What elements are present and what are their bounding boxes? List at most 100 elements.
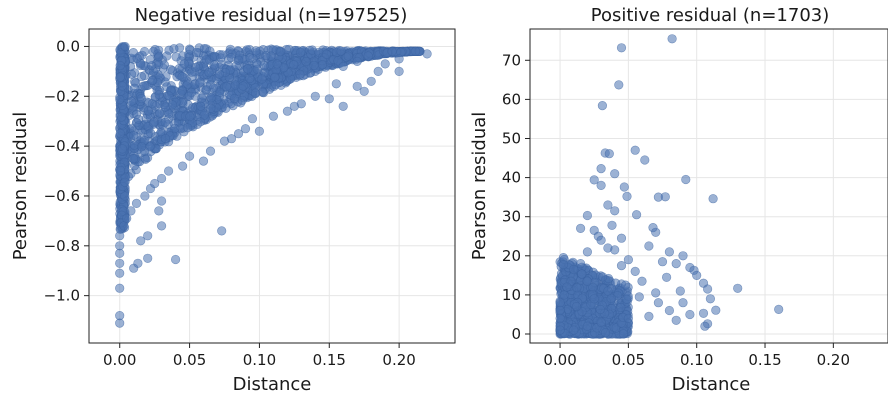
scatter-point	[115, 283, 125, 293]
scatter-point	[394, 66, 404, 76]
scatter-point	[571, 302, 582, 312]
x-axis-label: Distance	[233, 374, 312, 395]
x-tick-label: 0.00	[543, 351, 576, 369]
scatter-point	[120, 41, 130, 52]
scatter-point	[555, 298, 565, 308]
scatter-point	[569, 325, 579, 335]
x-tick-label: 0.10	[243, 351, 276, 369]
scatter-point	[582, 276, 592, 286]
scatter-point	[711, 305, 721, 315]
scatter-point	[623, 313, 634, 324]
scatter-point	[196, 101, 206, 111]
scatter-point	[582, 247, 593, 257]
scatter-point	[116, 112, 127, 122]
scatter-point	[209, 60, 219, 70]
scatter-point	[171, 254, 181, 265]
scatter-point	[204, 67, 214, 78]
scatter-point	[614, 80, 624, 90]
scatter-point	[603, 200, 613, 210]
scatter-point	[154, 90, 164, 100]
scatter-point	[637, 276, 647, 286]
scatter-point	[705, 294, 716, 304]
scatter-point	[221, 82, 232, 92]
scatter-point	[600, 328, 611, 338]
scatter-point	[205, 146, 216, 156]
scatter-point	[301, 56, 311, 67]
scatter-point	[169, 44, 179, 54]
scatter-point	[140, 81, 150, 91]
scatter-point	[150, 178, 160, 189]
plot-frame	[529, 28, 888, 344]
scatter-point	[558, 260, 569, 270]
scatter-point	[343, 51, 353, 61]
y-tick-label: 50	[502, 129, 521, 147]
scatter-point	[136, 236, 146, 246]
scatter-point	[700, 321, 710, 331]
scatter-point	[155, 108, 165, 118]
scatter-point	[616, 43, 627, 53]
panel-positive-residual: Positive residual (n=1703) 0.00 0.05 0.10 0…	[469, 5, 888, 395]
scatter-point	[733, 283, 743, 293]
scatter-point	[115, 72, 125, 82]
scatter-point	[137, 93, 147, 104]
scatter-point	[555, 305, 565, 316]
scatter-point	[154, 206, 164, 216]
scatter-point	[589, 294, 599, 304]
scatter-point	[197, 93, 207, 103]
scatter-point	[660, 192, 670, 202]
scatter-point	[661, 272, 672, 282]
scatter-point	[201, 85, 211, 95]
scatter-point	[708, 194, 718, 204]
scatter-point	[117, 144, 128, 154]
scatter-point	[582, 321, 593, 331]
scatter-point	[184, 91, 194, 101]
scatter-point	[143, 106, 153, 116]
scatter-point	[681, 174, 691, 185]
scatter-point	[685, 309, 695, 320]
scatter-point	[338, 61, 348, 72]
scatter-point	[226, 134, 237, 144]
scatter-point	[555, 325, 565, 335]
scatter-point	[575, 223, 586, 233]
scatter-point	[289, 60, 299, 70]
scatter-point	[188, 103, 198, 113]
scatter-point	[145, 55, 155, 65]
scatter-point	[589, 175, 599, 185]
scatter-point	[141, 154, 151, 164]
x-tick-label: 0.05	[612, 351, 645, 369]
scatter-point	[275, 47, 286, 57]
y-axis-label: Pearson residual	[10, 112, 31, 261]
scatter-point	[569, 264, 579, 275]
scatter-point	[651, 288, 661, 298]
scatter-point	[143, 231, 153, 241]
scatter-point	[630, 266, 640, 277]
scatter-point	[282, 106, 293, 116]
scatter-point	[675, 286, 685, 296]
scatter-point	[363, 51, 373, 61]
scatter-points	[555, 34, 784, 339]
scatter-point	[177, 72, 187, 82]
scatter-point	[582, 210, 593, 221]
plot-frame	[88, 28, 456, 344]
y-tick-label: 0.0	[56, 37, 80, 55]
scatter-point	[394, 54, 404, 64]
scatter-point	[198, 156, 209, 166]
scatter-point	[201, 55, 211, 65]
scatter-point	[257, 74, 267, 84]
x-tick-label: 0.15	[748, 351, 781, 369]
scatter-point	[147, 75, 157, 86]
scatter-point	[115, 231, 125, 241]
scatter-point	[336, 46, 346, 56]
scatter-point	[154, 52, 164, 62]
scatter-point	[664, 247, 675, 257]
scatter-point	[603, 243, 613, 253]
scatter-point	[230, 80, 240, 90]
scatter-point	[229, 93, 240, 104]
scatter-point	[387, 46, 397, 57]
chart-title: Negative residual (n=197525)	[135, 5, 408, 26]
scatter-point	[143, 253, 153, 263]
scatter-point	[164, 166, 174, 176]
y-tick-label: −0.4	[44, 137, 80, 155]
scatter-point	[237, 95, 247, 105]
y-tick-label: 60	[502, 90, 521, 108]
